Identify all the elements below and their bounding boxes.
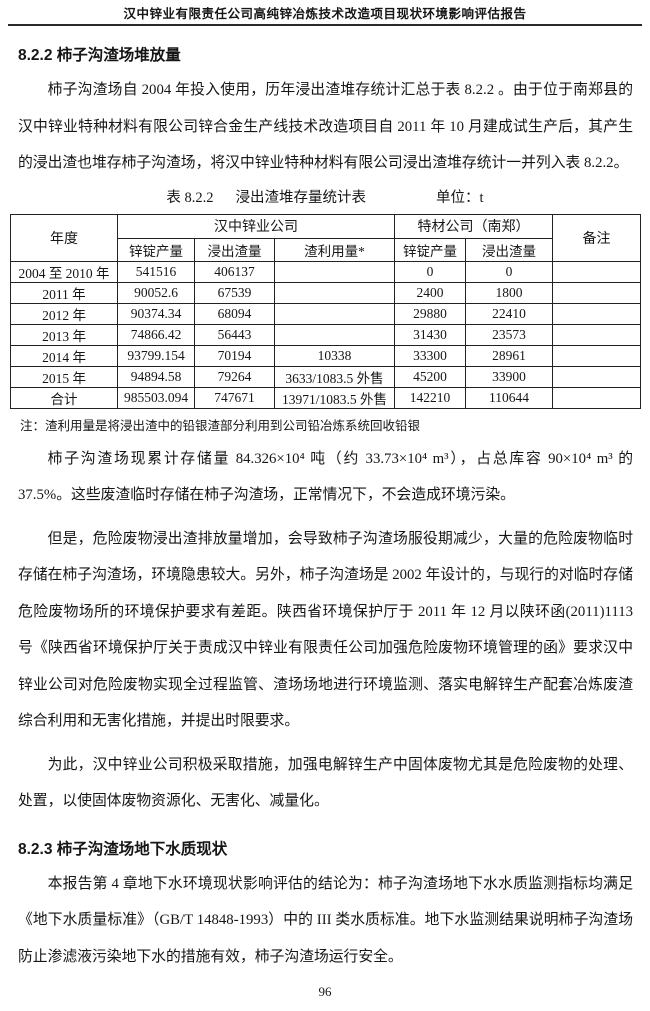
col-header-zinc-output-tc: 锌锭产量 [394,237,467,262]
leachate-storage-table: 年度 汉中锌业公司 特材公司（南郑） 备注 锌锭产量 浸出渣量 渣利用量* 锌锭… [10,213,642,409]
cell-value: 31430 [394,323,467,346]
cell-value: 33900 [465,365,554,388]
cell-value: 985503.094 [117,386,195,409]
cell-remark [552,386,642,409]
cell-remark [552,344,642,367]
cell-remark [552,365,642,388]
cell-value: 29880 [394,302,467,325]
table-caption-unit: 单位：t [436,189,484,206]
paragraph-measures: 为此，汉中锌业公司积极采取措施，加强电解锌生产中固体废物尤其是危险废物的处理、处… [18,756,633,810]
col-group-techang: 特材公司（南郑） [394,213,554,239]
page-number: 96 [318,984,332,999]
table-row: 2015 年 94894.58 79264 3633/1083.5 外售 452… [10,365,642,388]
cell-value: 142210 [394,386,467,409]
cell-value: 541516 [117,260,195,283]
cell-value: 3633/1083.5 外售 [273,365,396,388]
col-header-zinc-output-hz: 锌锭产量 [117,237,195,262]
cell-value: 23573 [465,323,554,346]
cell-value: 94894.58 [117,365,195,388]
section-heading-8-2-2: 8.2.2 柿子沟渣场堆放量 [18,47,181,64]
cell-value [273,302,396,325]
table-row: 2013 年 74866.42 56443 31430 23573 [10,323,642,346]
cell-value: 79264 [194,365,275,388]
cell-value: 56443 [194,323,275,346]
col-header-remark: 备注 [552,213,642,262]
cell-year: 2012 年 [10,302,118,325]
col-group-hanzhong: 汉中锌业公司 [116,213,396,239]
cell-value: 68094 [194,302,275,325]
cell-year: 2013 年 [10,323,118,346]
cell-value [273,281,396,304]
cell-value: 74866.42 [117,323,195,346]
cell-value: 93799.154 [117,344,195,367]
table-caption-label: 表 8.2.2 [166,189,214,206]
cell-remark [552,281,642,304]
cell-value: 45200 [394,365,467,388]
cell-value [273,260,396,283]
cell-value: 406137 [194,260,275,283]
col-header-year: 年度 [10,213,118,262]
col-header-residue-utilized: 渣利用量* [273,237,396,262]
table-row: 2011 年 90052.6 67539 2400 1800 [10,281,642,304]
cell-value: 90374.34 [117,302,195,325]
cell-value: 110644 [465,386,554,409]
paragraph-groundwater: 本报告第 4 章地下水环境现状影响评估的结论为：柿子沟渣场地下水水质监测指标均满… [18,875,633,965]
table-caption: 表 8.2.2 浸出渣堆存量统计表 单位：t [0,186,650,207]
cell-value: 0 [465,260,554,283]
cell-remark [552,323,642,346]
table-row: 2004 至 2010 年 541516 406137 0 0 [10,260,642,283]
col-header-leach-residue-tc: 浸出渣量 [465,237,554,262]
cell-value: 1800 [465,281,554,304]
cell-value: 0 [394,260,467,283]
cell-year: 2014 年 [10,344,118,367]
cell-value: 33300 [394,344,467,367]
cell-remark [552,302,642,325]
table-header-sub-row: 锌锭产量 浸出渣量 渣利用量* 锌锭产量 浸出渣量 [11,237,641,262]
cell-value: 70194 [194,344,275,367]
cell-value: 13971/1083.5 外售 [273,386,396,409]
header-divider [8,24,642,26]
cell-value [273,323,396,346]
cell-value: 22410 [465,302,554,325]
table-header-group-row: 年度 汉中锌业公司 特材公司（南郑） 备注 [10,213,642,262]
cell-year: 2015 年 [10,365,118,388]
cell-year: 合计 [10,386,118,409]
section-heading-8-2-3: 8.2.3 柿子沟渣场地下水质现状 [18,840,228,858]
col-header-leach-residue-hz: 浸出渣量 [194,237,275,262]
cell-year: 2004 至 2010 年 [10,260,118,283]
cell-value: 28961 [465,344,554,367]
paragraph-risk: 但是，危险废物浸出渣排放量增加，会导致柿子沟渣场服役期减少，大量的危险废物临时存… [18,530,633,730]
table-row-total: 合计 985503.094 747671 13971/1083.5 外售 142… [10,386,642,409]
cell-value: 10338 [273,344,396,367]
table-caption-title: 浸出渣堆存量统计表 [235,189,367,206]
table-row: 2012 年 90374.34 68094 29880 22410 [10,302,642,325]
table-row: 2014 年 93799.154 70194 10338 33300 28961 [10,344,642,367]
cell-value: 2400 [394,281,467,304]
cell-remark [552,260,642,283]
cell-value: 67539 [194,281,275,304]
table-footnote: 注：渣利用量是将浸出渣中的铅银渣部分利用到公司铅冶炼系统回收铅银 [20,418,421,433]
cell-year: 2011 年 [10,281,118,304]
cell-value: 90052.6 [117,281,195,304]
page-header-title: 汉中锌业有限责任公司高纯锌冶炼技术改造项目现状环境影响评估报告 [123,7,527,21]
paragraph-intro: 柿子沟渣场自 2004 年投入使用，历年浸出渣堆存统计汇总于表 8.2.2 。由… [18,82,633,171]
cell-value: 747671 [194,386,275,409]
paragraph-storage: 柿子沟渣场现累计存储量 84.326×10⁴ 吨（约 33.73×10⁴ m³）… [18,450,633,504]
